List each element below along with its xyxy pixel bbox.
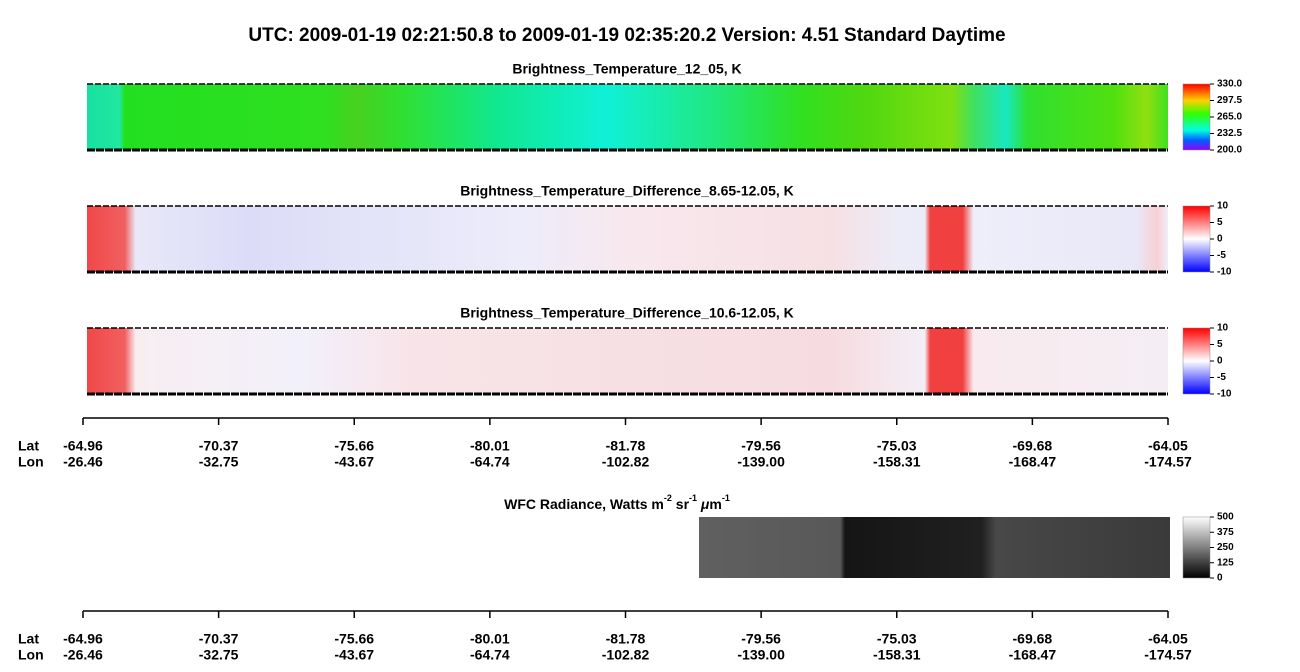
panel-image <box>87 206 1168 272</box>
lat-value: -75.66 <box>334 631 374 647</box>
colorbar-label: 5 <box>1217 339 1223 350</box>
colorbar-label: 500 <box>1217 512 1234 523</box>
colorbar-label: 265.0 <box>1217 112 1242 123</box>
panel-image <box>87 328 1168 394</box>
lat-value: -80.01 <box>470 631 510 647</box>
lon-value: -139.00 <box>737 454 785 470</box>
colorbar-label: 0 <box>1217 356 1223 367</box>
lon-value: -174.57 <box>1144 647 1192 663</box>
lat-value: -79.56 <box>741 438 781 454</box>
colorbar-label: 232.5 <box>1217 128 1242 139</box>
lon-value: -26.46 <box>63 647 103 663</box>
colorbar <box>1182 516 1211 579</box>
lon-value: -168.47 <box>1009 454 1057 470</box>
lat-value: -69.68 <box>1013 631 1053 647</box>
lat-value: -64.05 <box>1148 438 1188 454</box>
lon-value: -43.67 <box>334 647 374 663</box>
title: UTC: 2009-01-19 02:21:50.8 to 2009-01-19… <box>248 25 1005 46</box>
lon-value: -26.46 <box>63 454 103 470</box>
colorbar-label: 0 <box>1217 573 1223 584</box>
wfc-image <box>699 517 1170 578</box>
colorbar-label: 297.5 <box>1217 95 1242 106</box>
panel-title: Brightness_Temperature_Difference_8.65-1… <box>460 183 794 199</box>
wfc-title-part: WFC Radiance, Watts m <box>504 496 664 512</box>
lon-value: -168.47 <box>1009 647 1057 663</box>
wfc-title-part: sr <box>672 496 690 512</box>
lat-value: -75.03 <box>877 631 917 647</box>
wfc-title-part: -1 <box>689 493 697 503</box>
lat-value: -75.03 <box>877 438 917 454</box>
colorbar-label: -10 <box>1217 267 1232 278</box>
lat-value: -80.01 <box>470 438 510 454</box>
colorbar-label: 375 <box>1217 527 1234 538</box>
lon-value: -102.82 <box>602 647 650 663</box>
wfc-title-part: -2 <box>664 493 672 503</box>
panel-title: Brightness_Temperature_12_05, K <box>512 61 741 77</box>
lon-value: -174.57 <box>1144 454 1192 470</box>
colorbar-label: 10 <box>1217 201 1229 212</box>
lat-value: -81.78 <box>606 631 646 647</box>
lon-value: -64.74 <box>470 454 510 470</box>
colorbar-label: -5 <box>1217 372 1226 383</box>
colorbar-label: 330.0 <box>1217 79 1242 90</box>
lat-value: -64.96 <box>63 631 103 647</box>
lon-value: -64.74 <box>470 647 510 663</box>
lon-value: -102.82 <box>602 454 650 470</box>
lat-value: -75.66 <box>334 438 374 454</box>
colorbar-label: 10 <box>1217 323 1229 334</box>
colorbar-label: 0 <box>1217 234 1223 245</box>
lon-value: -32.75 <box>199 454 239 470</box>
lat-value: -70.37 <box>199 438 239 454</box>
lon-value: -43.67 <box>334 454 374 470</box>
lon-value: -158.31 <box>873 647 921 663</box>
lat-label: Lat <box>18 438 39 454</box>
colorbar <box>1182 327 1211 395</box>
colorbar <box>1182 205 1211 273</box>
colorbar-label: 125 <box>1217 557 1234 568</box>
lon-value: -32.75 <box>199 647 239 663</box>
colorbar <box>1182 83 1211 151</box>
panel-title: Brightness_Temperature_Difference_10.6-1… <box>460 305 794 321</box>
lat-value: -81.78 <box>606 438 646 454</box>
wfc-title-part: μ <box>697 496 710 512</box>
lat-value: -70.37 <box>199 631 239 647</box>
lat-label: Lat <box>18 631 39 647</box>
colorbar-label: 200.0 <box>1217 145 1242 156</box>
lon-value: -139.00 <box>737 647 785 663</box>
lat-value: -69.68 <box>1013 438 1053 454</box>
colorbar-label: 250 <box>1217 542 1234 553</box>
colorbar-label: -10 <box>1217 389 1232 400</box>
panel-image <box>87 84 1168 150</box>
lon-value: -158.31 <box>873 454 921 470</box>
lat-value: -64.96 <box>63 438 103 454</box>
lat-value: -79.56 <box>741 631 781 647</box>
lon-label: Lon <box>18 647 44 663</box>
colorbar-label: 5 <box>1217 217 1223 228</box>
wfc-title: WFC Radiance, Watts m-2 sr-1 μm-1 <box>504 493 730 511</box>
lon-label: Lon <box>18 454 44 470</box>
colorbar-label: -5 <box>1217 250 1226 261</box>
lat-value: -64.05 <box>1148 631 1188 647</box>
wfc-title-part: m <box>709 496 721 512</box>
wfc-title-part: -1 <box>722 493 730 503</box>
